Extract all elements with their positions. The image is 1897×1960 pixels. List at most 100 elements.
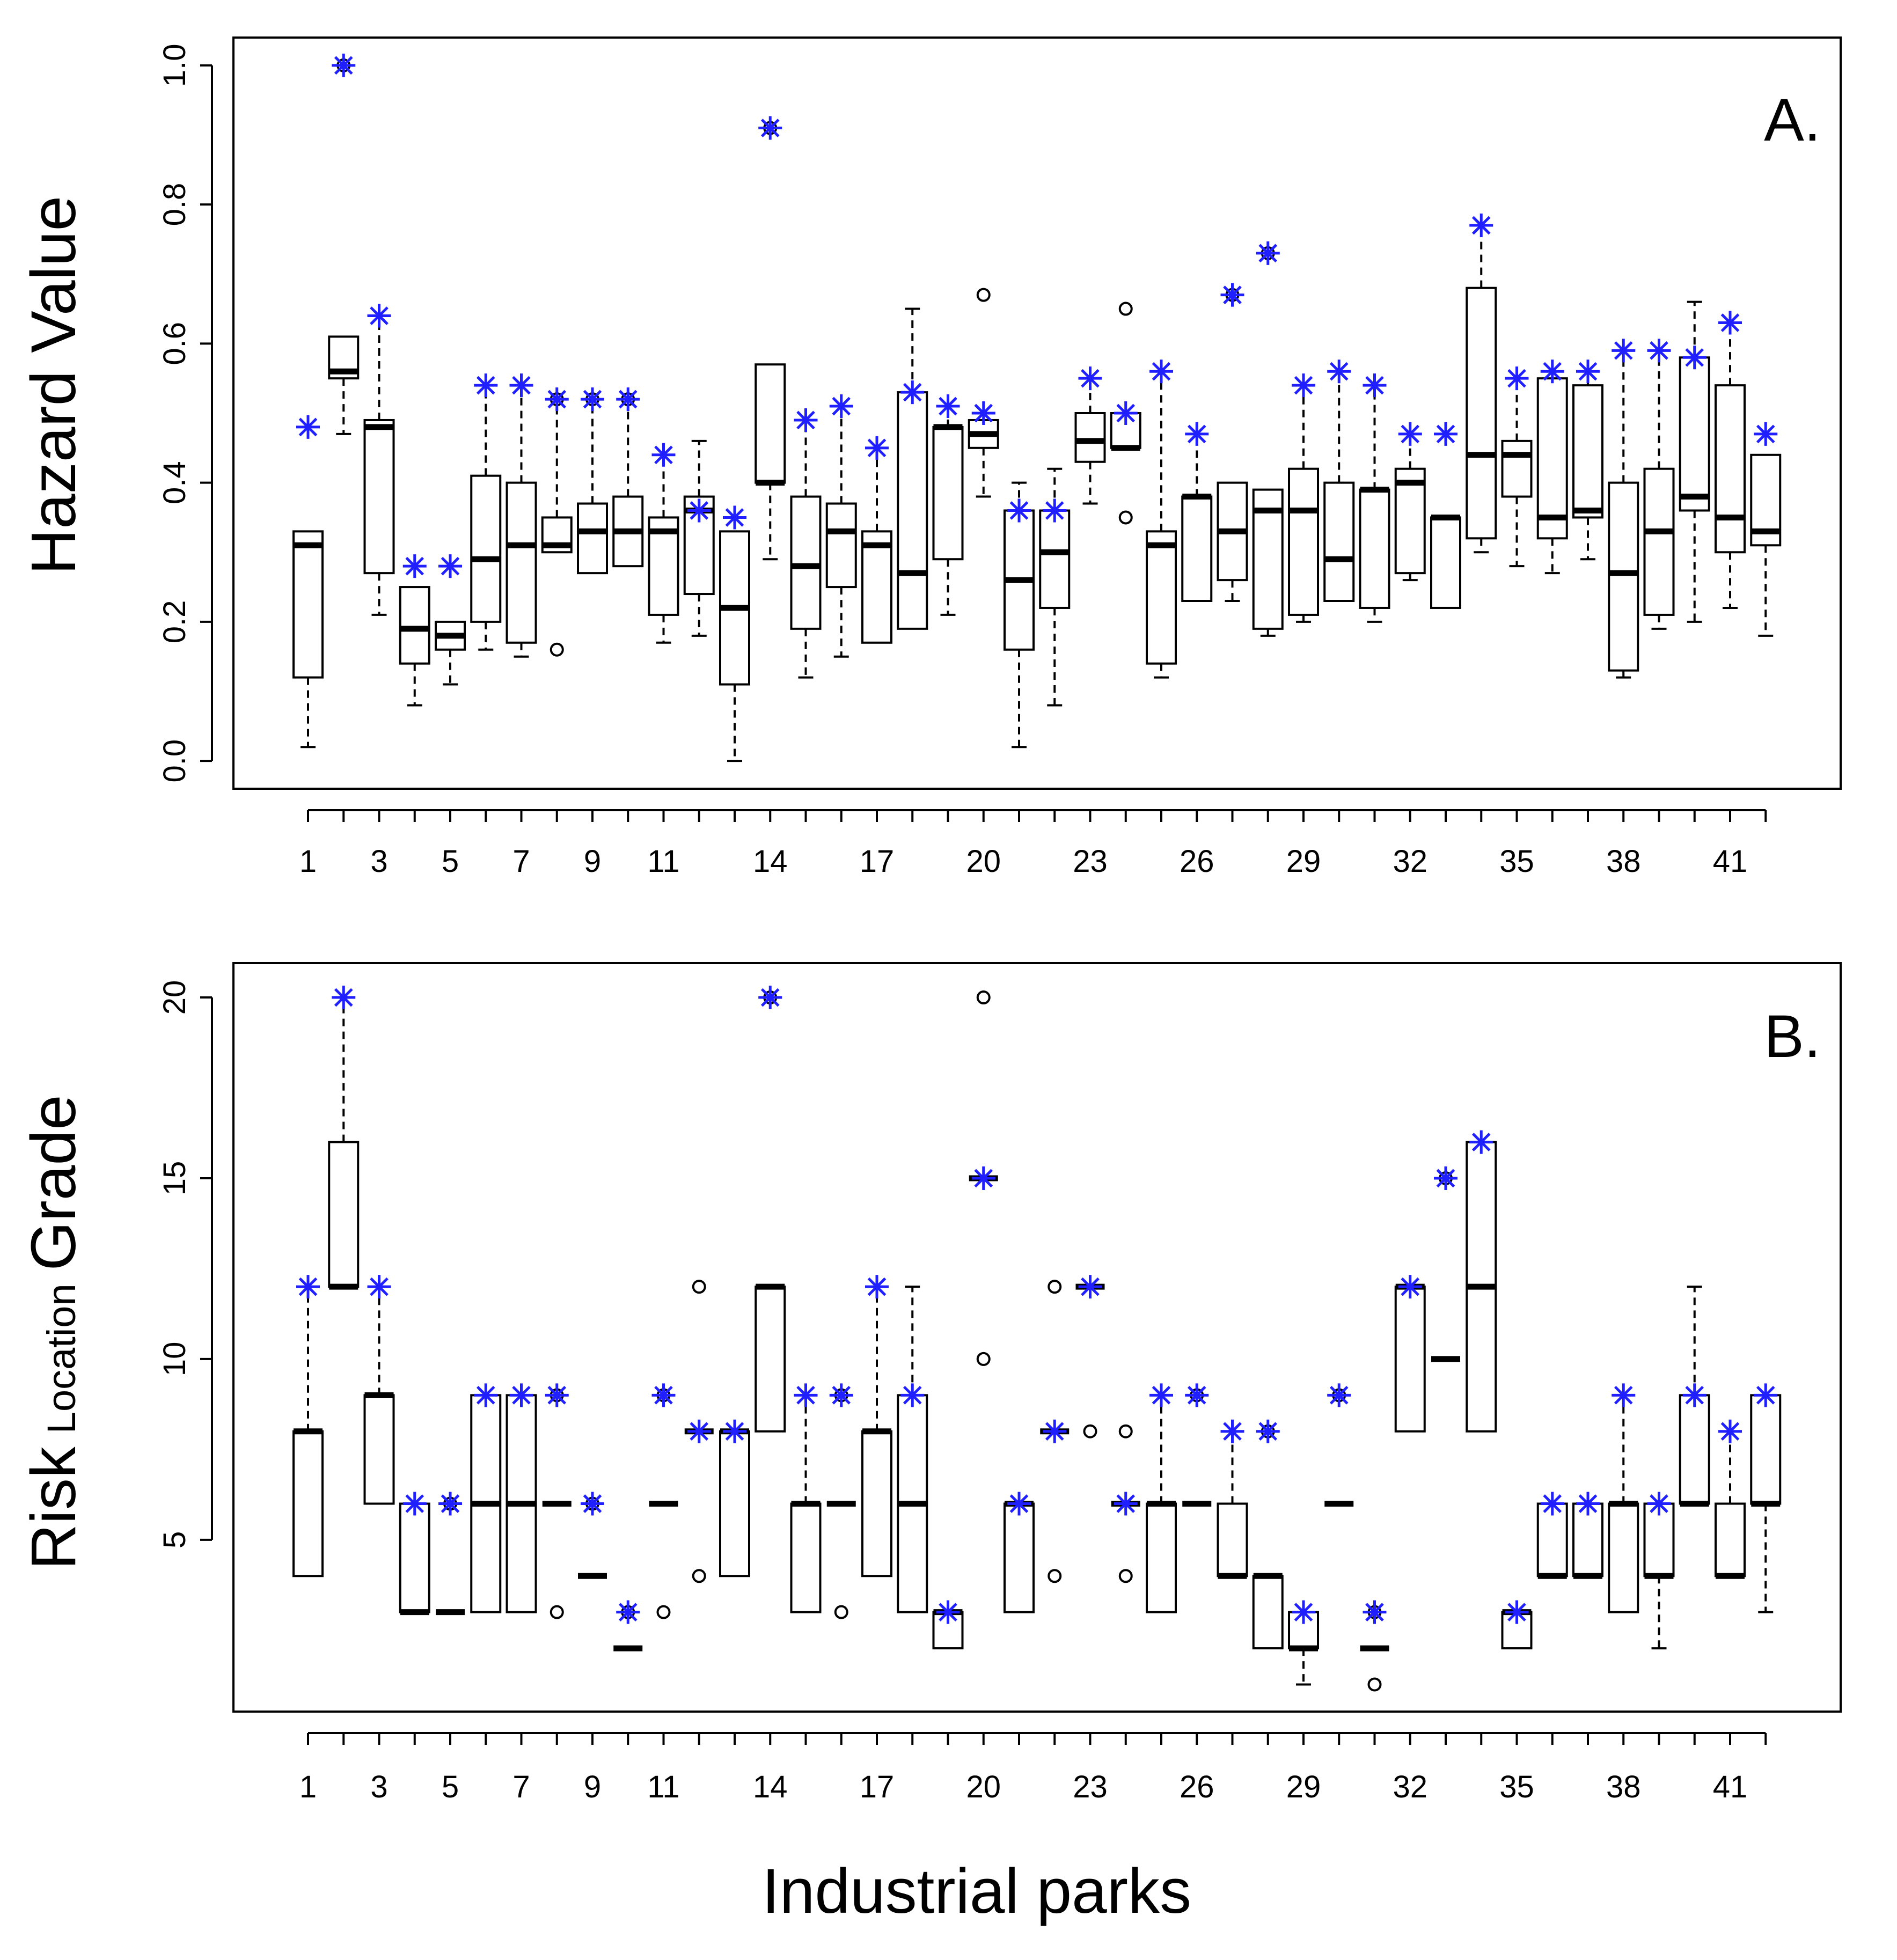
mean-star-ray [1650,1494,1668,1513]
panel-b-box-39 [1643,1492,1675,1650]
mean-star-ray [1116,403,1136,423]
iqr-box [897,391,928,630]
mean-star-ray [690,1422,709,1441]
mean-star [1043,1419,1067,1443]
panel-b-plot-frame [232,962,1842,1713]
mean-star-ray [1294,376,1313,395]
mean-star-ray [370,1277,389,1296]
mean-star-ray [1650,341,1668,360]
mean-star-ray [867,1277,887,1296]
mean-star-ray [1401,1277,1420,1296]
mean-star-ray [939,397,957,416]
mean-star-ray [832,397,851,416]
iqr-box [1679,356,1710,512]
panel-b-box-23 [1075,1275,1105,1438]
mean-star [1220,283,1244,307]
mean-star [438,1492,462,1516]
iqr-box [1501,439,1533,498]
mean-star-ray [1009,1494,1029,1513]
iqr-box [861,1430,892,1577]
mean-star-ray [1436,424,1455,444]
panel-a-box-4 [399,554,430,707]
panel-b-x-tick-label: 9 [584,1770,601,1804]
panel-a-box-40 [1679,300,1710,623]
panel-b-ylabel-sub: Location [39,1283,84,1434]
panel-b-box-30 [1324,1383,1354,1507]
panel-a-box-5 [435,554,466,686]
mean-star-ray [1116,1494,1136,1513]
panel-a-box-11 [648,443,679,644]
outlier-point [692,1280,706,1294]
mean-star [1149,1383,1173,1407]
mean-star-ray [441,556,460,576]
mean-star-ray [334,988,353,1007]
mean-star [1078,1275,1102,1299]
mean-star [1363,373,1387,398]
mean-star [545,1383,569,1407]
iqr-box [861,530,892,644]
panel-a-ylabel: Hazard Value [18,196,89,575]
panel-a-box-18 [897,307,928,630]
mean-star [509,373,533,398]
outlier-point [1367,1677,1382,1692]
mean-star [687,498,711,523]
panel-b-box-4 [399,1492,430,1616]
panel-a-box-31 [1359,373,1390,623]
mean-star [1469,1130,1493,1154]
panel-a-x-tick-label: 23 [1073,844,1108,879]
mean-star [1647,339,1671,363]
mean-star [1043,498,1067,523]
panel-a-box-10 [612,387,644,568]
mean-star-ray [618,1603,638,1621]
mean-star-ray [1720,313,1740,332]
panel-a-x-tick-label: 3 [370,844,387,879]
mean-star-ray [370,306,389,325]
mean-star [723,505,746,530]
mean-star [1185,1383,1209,1407]
mean-star [723,1419,746,1443]
mean-star [1327,359,1351,384]
mean-star [296,415,320,439]
panel-b-box-13 [719,1419,750,1577]
mean-star [1754,422,1778,446]
panel-a-x-tick-label: 17 [860,844,895,879]
panel-b-x-tick-label: 11 [647,1770,679,1804]
iqr-box [1039,509,1071,609]
mean-star [651,1383,676,1407]
panel-a-box-34 [1466,214,1497,554]
mean-star [1540,359,1564,384]
panel-a-box-2 [328,53,360,435]
mean-star [1007,498,1031,523]
panel-b-box-18 [897,1286,928,1613]
panel-b-box-5 [436,1492,465,1616]
panel-b-x-tick-label: 1 [299,1770,317,1804]
mean-star-ray [441,1494,460,1513]
mean-star-ray [903,1386,922,1405]
mean-star [1718,1419,1742,1443]
mean-star [1256,241,1280,265]
iqr-box [1715,384,1746,554]
mean-star-ray [1685,1386,1704,1405]
outlier-point [1118,1424,1133,1438]
iqr-box [1643,1502,1675,1577]
panel-a-x-tick-label: 41 [1713,844,1748,879]
panel-a-x-tick-label: 1 [299,844,317,879]
panel-b-y-tick-label: 15 [157,1161,192,1196]
mean-star [1647,1492,1671,1516]
iqr-box [1572,384,1603,519]
mean-star [1149,359,1173,384]
mean-star-ray [903,383,922,402]
mean-star-ray [512,1386,531,1405]
mean-star-ray [334,56,353,75]
mean-star [936,394,960,419]
panel-b-box-24 [1111,1424,1140,1583]
panel-b-box-8 [542,1383,572,1619]
mean-star-ray [1471,1133,1491,1151]
mean-star-ray [796,410,815,430]
panel-a-box-21 [1004,481,1035,748]
mean-star-ray [1578,1494,1598,1513]
outlier-point [550,1605,564,1619]
panel-a-plot-frame [232,36,1842,790]
panel-a-x-tick-label: 29 [1286,844,1321,879]
iqr-box [1359,488,1390,609]
